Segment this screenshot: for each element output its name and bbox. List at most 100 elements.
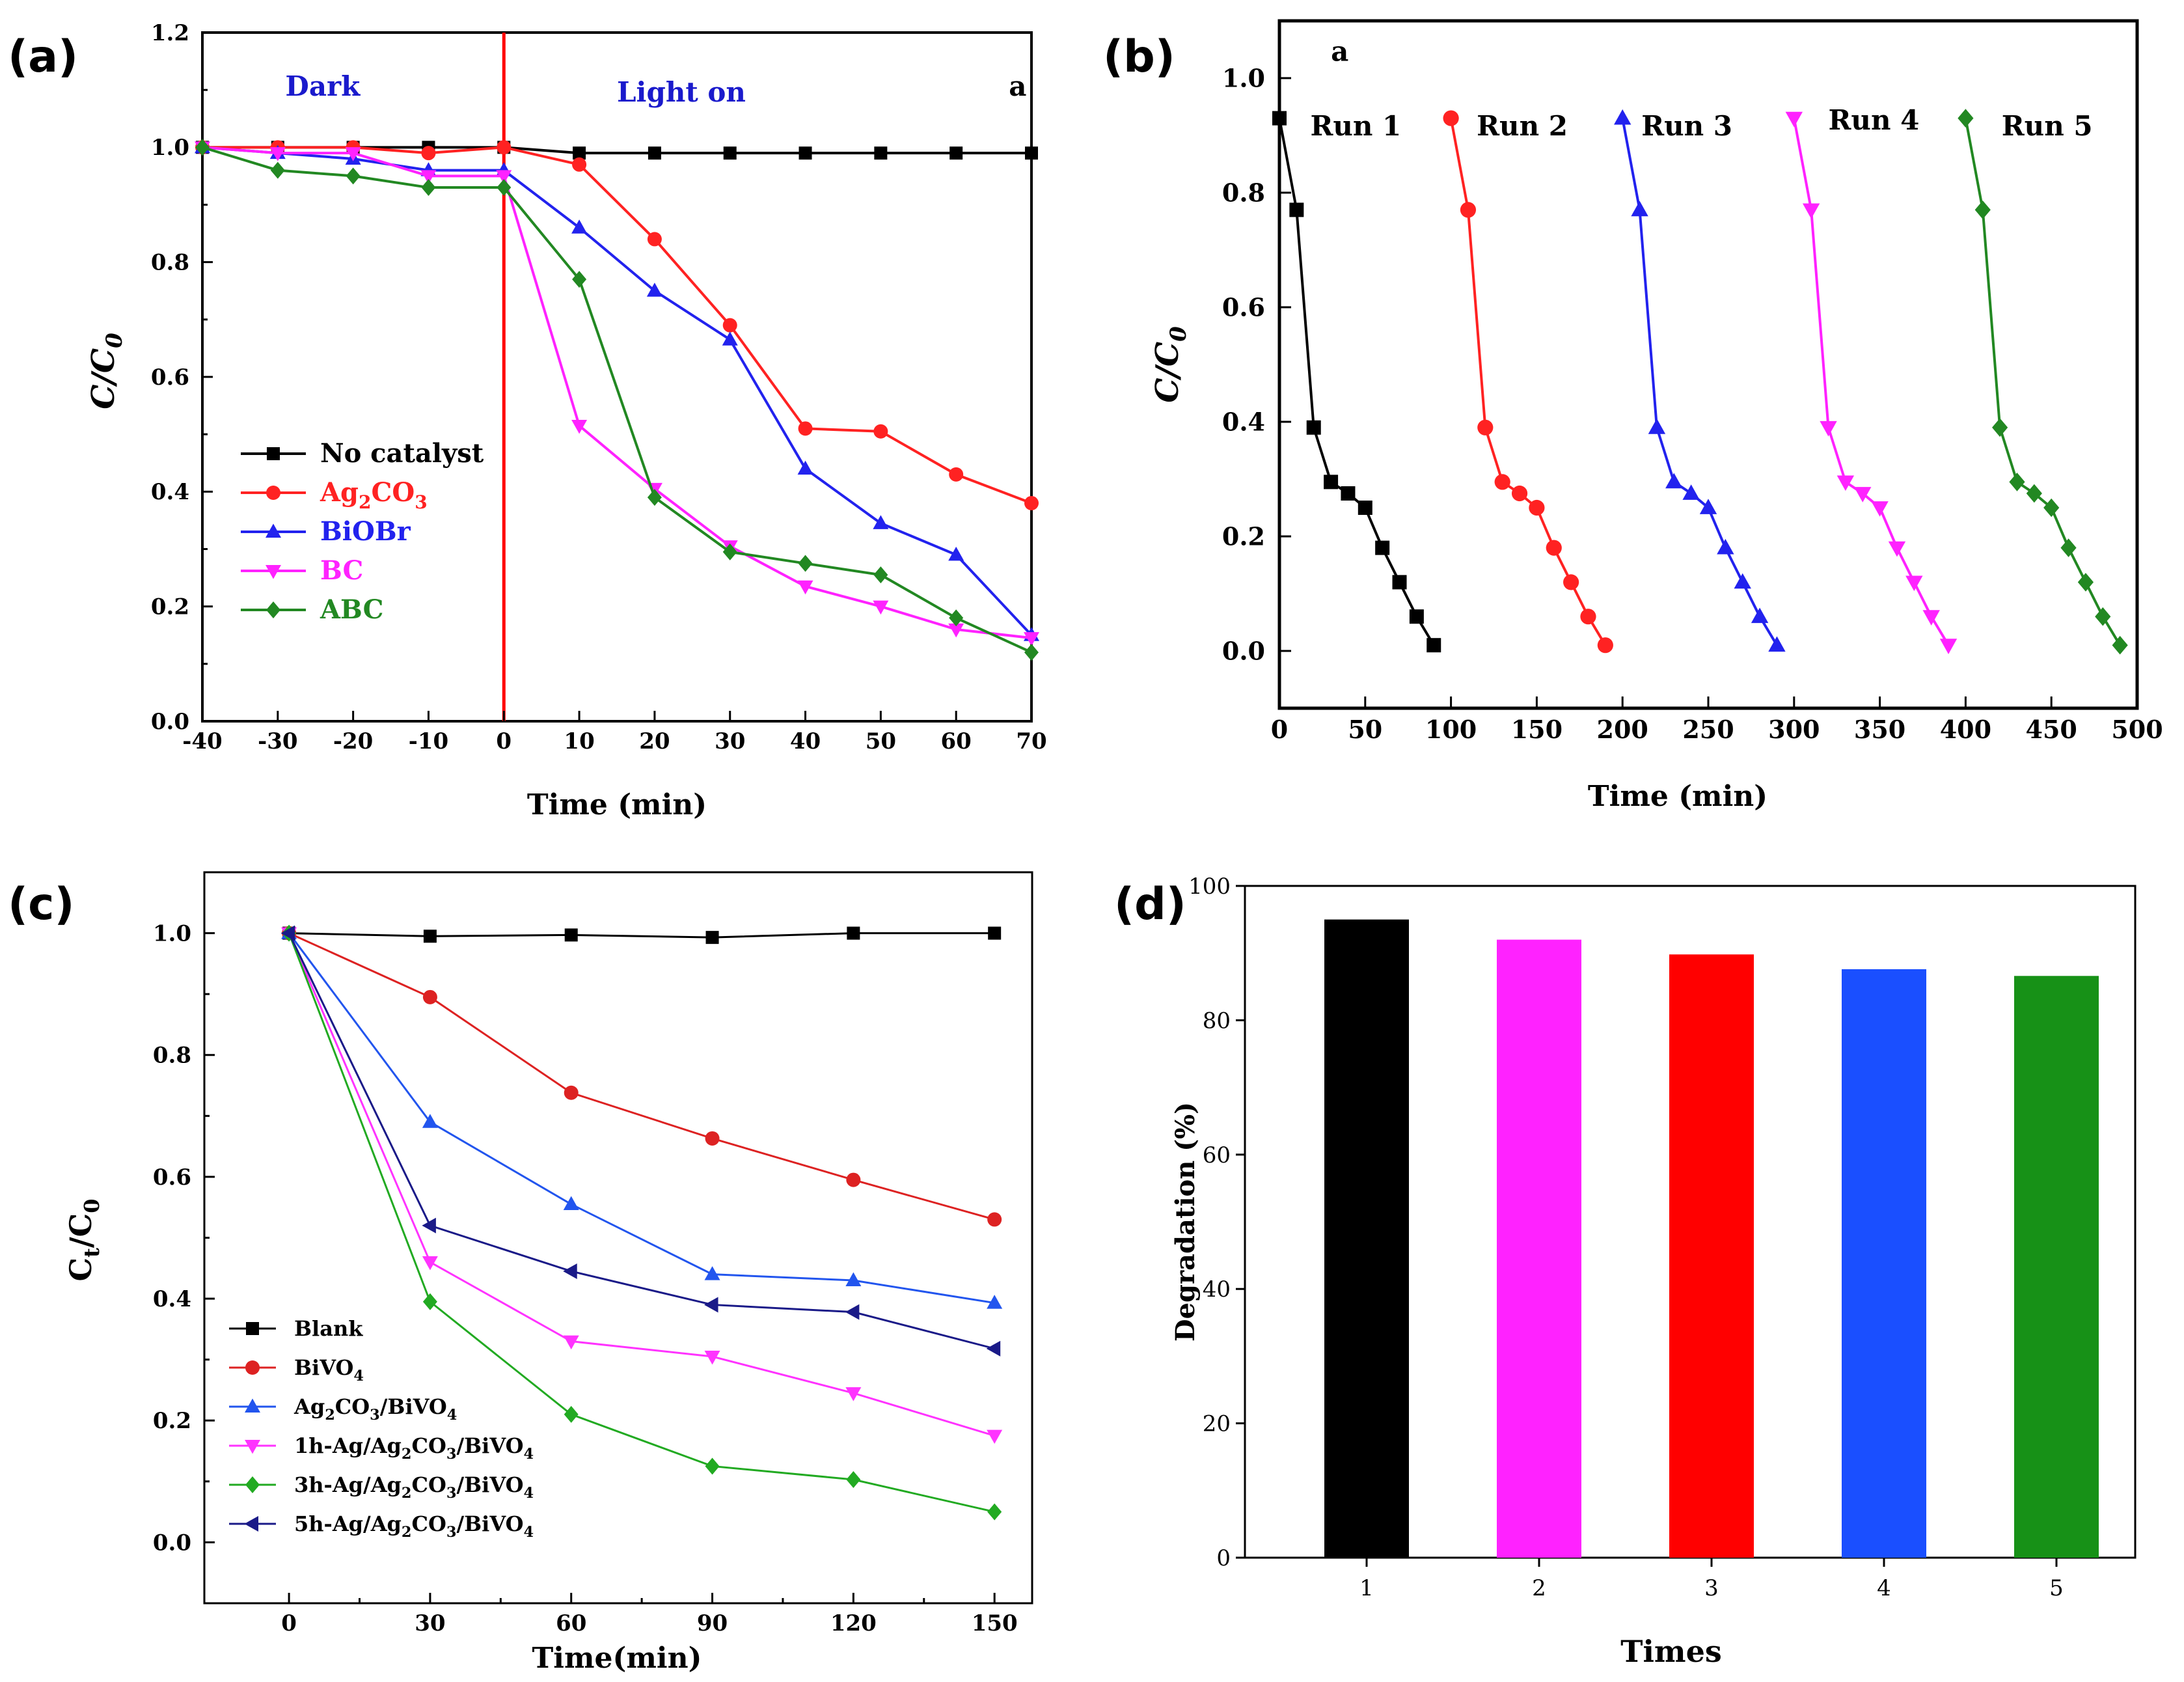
chart-d-x-tick-label: 3 [1704, 1575, 1719, 1601]
chart-c-point-5h-ag-ag2co3-bivo4 [986, 1340, 1001, 1357]
chart-d-bar-2 [1497, 939, 1581, 1558]
chart-a-point-biobr [797, 460, 813, 475]
chart-b-point-run-4 [1820, 420, 1837, 437]
chart-b-line-run-3 [1621, 118, 1779, 646]
chart-b-run-label-run-4: Run 4 [1829, 104, 1920, 136]
chart-b-point-run-4 [1854, 487, 1872, 503]
chart-b-point-run-5 [2077, 573, 2094, 592]
chart-c-point-1h-ag-ag2co3-bivo4 [422, 1256, 438, 1271]
chart-a-x-tick-label: 30 [715, 728, 745, 754]
chart-a-x-tick-label: 50 [866, 728, 896, 754]
chart-d-y-tick-label: 0 [1216, 1545, 1231, 1571]
chart-b-point-run-1 [1409, 609, 1424, 624]
legend-label-bc: BC [320, 555, 363, 586]
chart-a-point-biobr [948, 546, 964, 561]
chart-b-point-run-5 [2009, 473, 2025, 491]
chart-a-line-abc [202, 146, 1032, 654]
chart-d-x-tick-label: 4 [1877, 1575, 1891, 1601]
chart-a-x-tick-label: 10 [564, 728, 594, 754]
chart-c-series-ag2co3-bivo4 [281, 925, 1003, 1309]
legend-marker-3h-ag-ag2co3-bivo4 [245, 1476, 260, 1493]
legend-marker-ag2co3-bivo4 [245, 1398, 260, 1413]
chart-b-point-run-1 [1392, 575, 1407, 590]
chart-b-point-run-3 [1734, 573, 1751, 589]
chart-b-point-run-4 [1785, 111, 1803, 128]
chart-b-y-ticks: 0.0 0.2 0.4 0.6 0.8 1.0 [1222, 63, 1291, 665]
chart-d-y-tick-label: 60 [1203, 1142, 1231, 1168]
chart-c-point-1h-ag-ag2co3-bivo4 [563, 1335, 579, 1350]
chart-b: 0 50 100 150 200 250 300 350 400 450 500 0.0 0.2 0.4… [1149, 19, 2163, 813]
chart-d-y-tick-label: 100 [1188, 874, 1231, 900]
chart-b-series-run-2 [1443, 110, 1613, 654]
chart-b-point-run-3 [1768, 636, 1786, 652]
chart-c-line-3h-ag-ag2co3-bivo4 [288, 933, 995, 1513]
chart-a-series-abc [195, 139, 1039, 661]
chart-d-bars [1324, 919, 2099, 1558]
chart-b-point-run-3 [1699, 499, 1717, 514]
chart-a-point-abc [1024, 644, 1039, 661]
chart-b-point-run-4 [1871, 501, 1889, 517]
chart-c-point-ag2co3-bivo4 [422, 1114, 438, 1128]
chart-b-point-run-3 [1717, 538, 1734, 555]
chart-b-point-run-4 [1922, 610, 1940, 626]
chart-b-point-run-2 [1511, 485, 1528, 502]
chart-c-point-5h-ag-ag2co3-bivo4 [280, 925, 295, 941]
chart-c-line-ag2co3-bivo4 [288, 932, 995, 1304]
chart-a-point-bc [496, 170, 512, 184]
chart-a-line-bc [202, 146, 1032, 640]
chart-b-point-run-4 [1905, 575, 1923, 592]
chart-b-line-run-4 [1792, 118, 1950, 646]
chart-b-point-run-2 [1443, 110, 1459, 126]
chart-c-x-ticks: 0 30 60 90 120 150 [281, 1593, 1018, 1636]
legend-marker-bc [266, 565, 281, 579]
chart-a-point-ag2co3 [949, 467, 964, 482]
legend-marker-1h-ag-ag2co3-bivo4 [245, 1440, 260, 1454]
legend-label-5h-ag-ag2co3-bivo4: 5h-Ag/Ag2CO3/BiVO4 [294, 1511, 534, 1541]
chart-a-point-no-catalyst [723, 146, 737, 160]
chart-b-point-run-1 [1341, 486, 1356, 501]
chart-a-point-no-catalyst [949, 146, 963, 160]
chart-c-x-axis-label: Time(min) [532, 1642, 702, 1675]
chart-d-bar-1 [1324, 919, 1409, 1558]
legend-marker-blank [246, 1322, 259, 1335]
chart-a-line-ag2co3 [202, 146, 1032, 504]
chart-a-point-abc [270, 161, 285, 179]
chart-b-series-run-1 [1272, 111, 1441, 653]
legend-label-blank: Blank [294, 1316, 363, 1341]
chart-b-line-run-1 [1278, 118, 1435, 646]
chart-a-point-no-catalyst [799, 146, 812, 160]
chart-d-y-ticks: 0 20 40 60 80 100 [1188, 874, 1245, 1571]
chart-d: 1 2 3 4 5 0 20 40 60 80 100 Times Degradation (%) [1170, 874, 2136, 1669]
chart-c-point-5h-ag-ag2co3-bivo4 [563, 1263, 577, 1279]
chart-a-point-ag2co3 [798, 421, 813, 436]
chart-b-point-run-3 [1665, 473, 1683, 489]
chart-a-point-bc [571, 419, 588, 434]
chart-c-y-tick-label: 0.4 [153, 1286, 191, 1312]
legend-label-ag2co3: Ag2CO3 [320, 477, 428, 513]
chart-a-point-abc [421, 179, 436, 197]
chart-b-x-tick-label: 400 [1940, 715, 1991, 744]
chart-c-point-1h-ag-ag2co3-bivo4 [845, 1387, 862, 1401]
chart-a-y-axis-label: C/C0 [85, 333, 128, 409]
chart-a-point-no-catalyst [874, 146, 888, 160]
chart-c-x-tick-label: 90 [697, 1610, 728, 1636]
chart-b-y-tick-label: 0.0 [1222, 636, 1265, 665]
chart-b-y-tick-label: 1.0 [1222, 63, 1265, 92]
legend-marker-no-catalyst [267, 447, 280, 460]
chart-b-point-run-2 [1477, 419, 1494, 435]
chart-b-series [1272, 109, 2128, 655]
chart-a-point-bc [948, 623, 964, 638]
chart-c: 0 30 60 90 120 150 0.0 0.2 0.4 0.6 0.8 1.0 Time(mi… [63, 871, 1033, 1675]
chart-c-point-bivo4 [564, 1085, 579, 1100]
chart-a-y-tick-label: 1.0 [151, 135, 189, 161]
chart-b-series-run-5 [1958, 109, 2128, 655]
chart-a-x-tick-label: -20 [333, 728, 373, 754]
chart-c-series [280, 924, 1003, 1521]
chart-b-x-tick-label: 50 [1348, 715, 1382, 744]
chart-a-series [195, 139, 1039, 661]
chart-b-point-run-5 [1992, 418, 2008, 437]
chart-b-x-ticks: 0 50 100 150 200 250 300 350 400 450 500 [1271, 696, 2163, 744]
panel-label-a: (a) [8, 31, 78, 83]
chart-a-point-bc [269, 147, 286, 161]
